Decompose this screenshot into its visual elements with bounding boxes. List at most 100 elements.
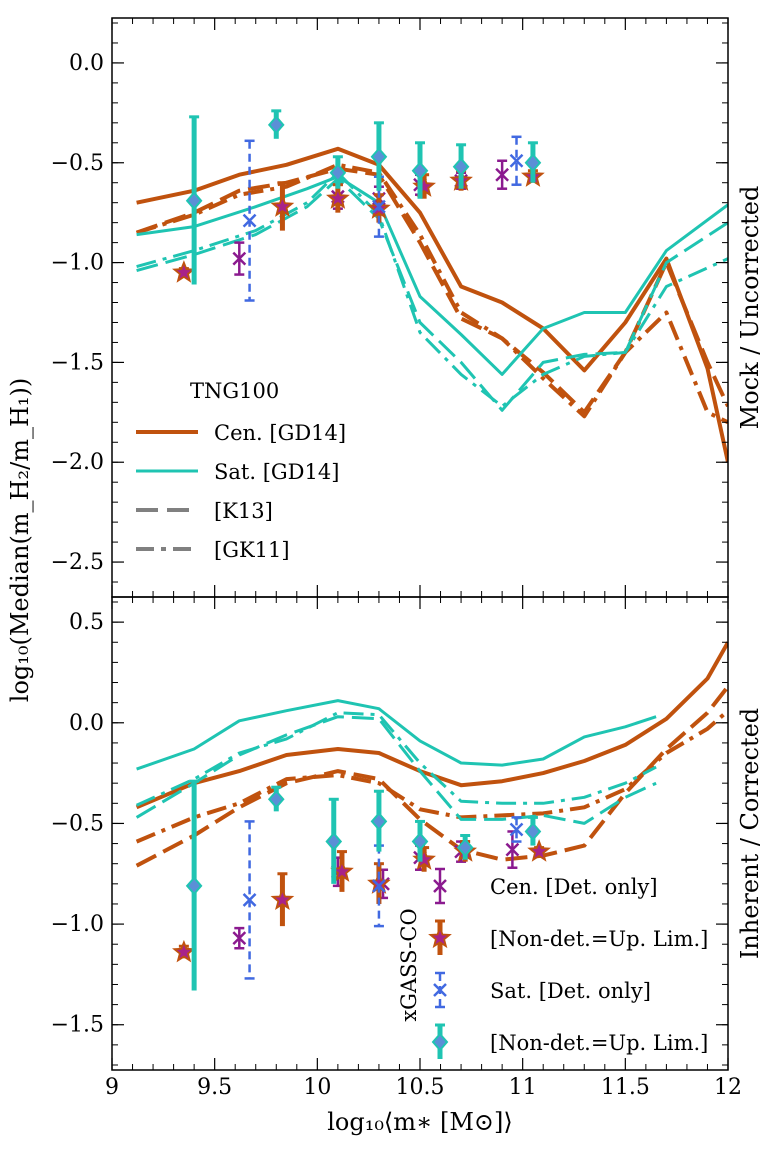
x-marker (232, 931, 247, 946)
obs-point-sat_nondet (325, 797, 343, 884)
legend-model-label: [GK11] (214, 538, 290, 562)
series-line-cen-solid (136, 146, 728, 463)
legend-obs-title: xGASS-CO (397, 908, 421, 1021)
diamond-marker (267, 789, 285, 809)
obs-point-sat_nondet (524, 141, 542, 183)
diamond-marker (329, 163, 347, 183)
diamond-marker (452, 157, 470, 177)
obs-point-sat_nondet (456, 834, 474, 860)
legend-model-label: Sat. [GD14] (214, 460, 339, 484)
obs-point-sat_nondet (370, 121, 388, 191)
series-line-sat-dashdot (135, 711, 657, 807)
y-tick-label: 0.0 (69, 711, 104, 736)
panel-side-label: Mock / Uncorrected (736, 186, 764, 430)
obs-point-cen_nondet (270, 181, 295, 231)
x-axis-title: log₁₀⟨m∗ [M⊙]⟩ (327, 1108, 513, 1136)
x-marker (509, 822, 524, 837)
star-marker (428, 925, 452, 949)
x-tick-label: 9.5 (197, 1075, 232, 1100)
y-tick-label: −1.0 (51, 912, 104, 937)
obs-point-sat_nondet (524, 815, 542, 846)
observations (172, 779, 551, 991)
x-tick-label: 10.5 (396, 1075, 445, 1100)
legend-obs-label: [Non-det.=Up. Lim.] (490, 1031, 708, 1055)
obs-point-cen_det (232, 926, 247, 950)
diamond-marker (325, 832, 343, 852)
obs-point-sat_nondet (267, 785, 285, 812)
diamond-marker (185, 876, 203, 896)
obs-point-sat_nondet (411, 819, 429, 862)
series-line-sat-solid (136, 699, 657, 771)
diamond-marker (431, 1032, 449, 1052)
model-lines (135, 146, 728, 463)
panel-side-label: Inherent / Corrected (736, 708, 764, 959)
obs-point-cen_nondet (172, 260, 196, 283)
x-marker (232, 251, 247, 266)
series-line-sat-solid (136, 175, 728, 376)
series-line-sat-dashed (136, 177, 728, 412)
obs-point-cen_nondet (172, 939, 196, 963)
series-line-sat-dashdot (136, 171, 728, 408)
x-tick-label: 12 (714, 1075, 742, 1100)
star-marker (412, 174, 436, 197)
obs-point-sat_nondet (267, 109, 285, 139)
y-tick-label: −1.0 (51, 251, 104, 276)
diamond-marker (370, 147, 388, 167)
x-marker (509, 153, 524, 168)
obs-point-cen_det (505, 830, 520, 869)
x-marker (433, 983, 447, 997)
obs-point-sat_nondet (185, 115, 203, 285)
x-marker (495, 167, 510, 182)
star-marker (270, 887, 295, 911)
star-marker (326, 186, 350, 209)
legend-model-label: Cen. [GD14] (214, 421, 346, 445)
obs-point-cen_nondet (527, 839, 551, 862)
legend-model-title: TNG100 (190, 379, 279, 403)
diamond-marker (411, 161, 429, 181)
y-tick-label: −1.5 (51, 350, 104, 375)
obs-point-sat_nondet (370, 789, 388, 852)
y-tick-label: −2.5 (51, 550, 104, 575)
diamond-marker (370, 811, 388, 831)
y-tick-label: −0.5 (51, 151, 104, 176)
diamond-marker (267, 115, 285, 135)
star-marker (172, 260, 196, 283)
diamond-marker (411, 832, 429, 852)
obs-point-cen_det (232, 241, 247, 276)
obs-point-sat_nondet (185, 779, 203, 991)
panel-frame (111, 596, 729, 1071)
x-tick-label: 9 (105, 1075, 119, 1100)
legend-obs-entry (433, 867, 447, 905)
x-tick-label: 10 (303, 1075, 331, 1100)
obs-point-cen_nondet (270, 872, 295, 927)
x-marker (433, 879, 447, 893)
y-tick-label: −0.5 (51, 811, 104, 836)
series-line-cen-dashdot (136, 162, 728, 425)
series-line-cen-solid (135, 641, 728, 810)
x-marker (372, 199, 386, 214)
star-marker (172, 939, 196, 963)
legend-obs-label: Sat. [Det. only] (490, 979, 651, 1003)
x-tick-labels: 9 9.5 10 10.5 11 11.5 12 (105, 1075, 742, 1100)
panel-mock: 0.0 −0.5 −1.0 −1.5 −2.0 −2.5 Mock / Uncorrecte… (51, 17, 764, 598)
panel-inherent: 0.5 0.0 −0.5 −1.0 −1.5 Inherent / Corrected (51, 596, 764, 1071)
legend-obs-entry (428, 919, 452, 955)
x-marker (505, 842, 520, 857)
obs-point-sat_det (509, 135, 524, 186)
legend-obs-label: Cen. [Det. only] (490, 875, 658, 899)
star-marker (270, 194, 295, 217)
x-marker (372, 878, 386, 893)
obs-point-sat_det (372, 844, 386, 928)
diamond-marker (185, 191, 203, 211)
y-tick-label: −1.5 (51, 1013, 104, 1038)
star-marker (412, 847, 436, 870)
obs-point-sat_det (509, 816, 524, 843)
y-tick-label: 0.0 (69, 51, 104, 76)
y-axis-title: log₁₀(Median(m_H₂/m_H₁)) (6, 378, 34, 702)
series-line-cen-dashed (135, 166, 728, 415)
x-tick-label: 11.5 (601, 1075, 650, 1100)
obs-point-sat_nondet (452, 143, 470, 189)
legend-obs-entry (433, 971, 447, 1009)
x-marker (242, 893, 257, 907)
